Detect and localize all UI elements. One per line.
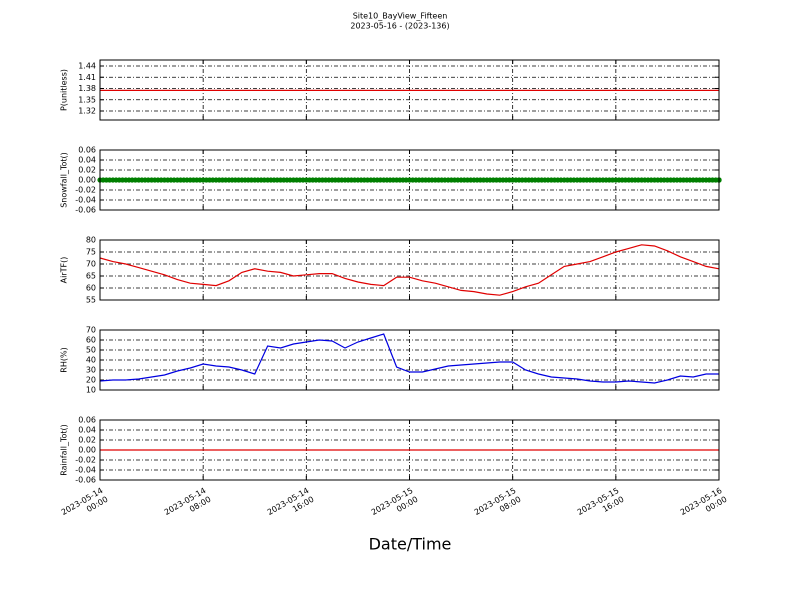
data-line [99,244,720,296]
y-tick-label: 50 [86,346,96,355]
y-tick-label: 70 [86,326,96,335]
y-tick-label: 0.06 [78,146,96,155]
y-tick-label: 65 [86,272,96,281]
y-tick-label: 60 [86,336,96,345]
axes-frame [99,419,720,481]
axes-frame [99,149,720,211]
axes-frame [99,239,720,301]
data-line [99,333,719,384]
chart-title: Site10_BayView_Fifteen [353,12,448,21]
y-tick-label: 1.38 [78,84,96,93]
y-tick-label: 60 [86,284,96,293]
y-tick-label: 55 [86,296,96,305]
y-tick-label: 10 [86,386,96,395]
y-axis-label: P(unitless) [60,69,69,111]
y-tick-label: 1.44 [78,62,96,71]
y-tick-label: -0.02 [75,456,96,465]
y-tick-label: -0.06 [75,476,96,485]
y-tick-label: -0.06 [75,206,96,215]
y-tick-label: 0.00 [78,176,96,185]
y-tick-label: 1.41 [78,73,96,82]
x-axis-label: Date/Time [369,535,452,554]
y-axis-label: Snowfall_Tot() [60,152,69,208]
y-axis-label: RH(%) [60,347,69,372]
axes-frame [99,59,720,121]
y-tick-label: -0.04 [75,196,96,205]
chart-subtitle: 2023-05-16 - (2023-136) [350,22,449,31]
y-tick-label: 1.35 [78,95,96,104]
y-tick-label: 0.02 [78,166,96,175]
y-tick-label: 0.06 [78,416,96,425]
y-tick-label: -0.02 [75,186,96,195]
y-tick-label: 0.02 [78,436,96,445]
y-axis-label: AirTF() [60,257,69,284]
y-tick-label: 80 [86,236,96,245]
y-tick-label: 75 [86,248,96,257]
y-tick-label: 30 [86,366,96,375]
y-tick-label: 0.04 [78,426,96,435]
y-axis-label: Rainfall_Tot() [60,424,69,476]
y-tick-label: 1.32 [78,107,96,116]
y-tick-label: -0.04 [75,466,96,475]
y-tick-label: 40 [86,356,96,365]
y-tick-label: 70 [86,260,96,269]
y-tick-label: 0.00 [78,446,96,455]
y-tick-label: 0.04 [78,156,96,165]
y-tick-label: 20 [86,376,96,385]
axes-frame [99,329,720,391]
